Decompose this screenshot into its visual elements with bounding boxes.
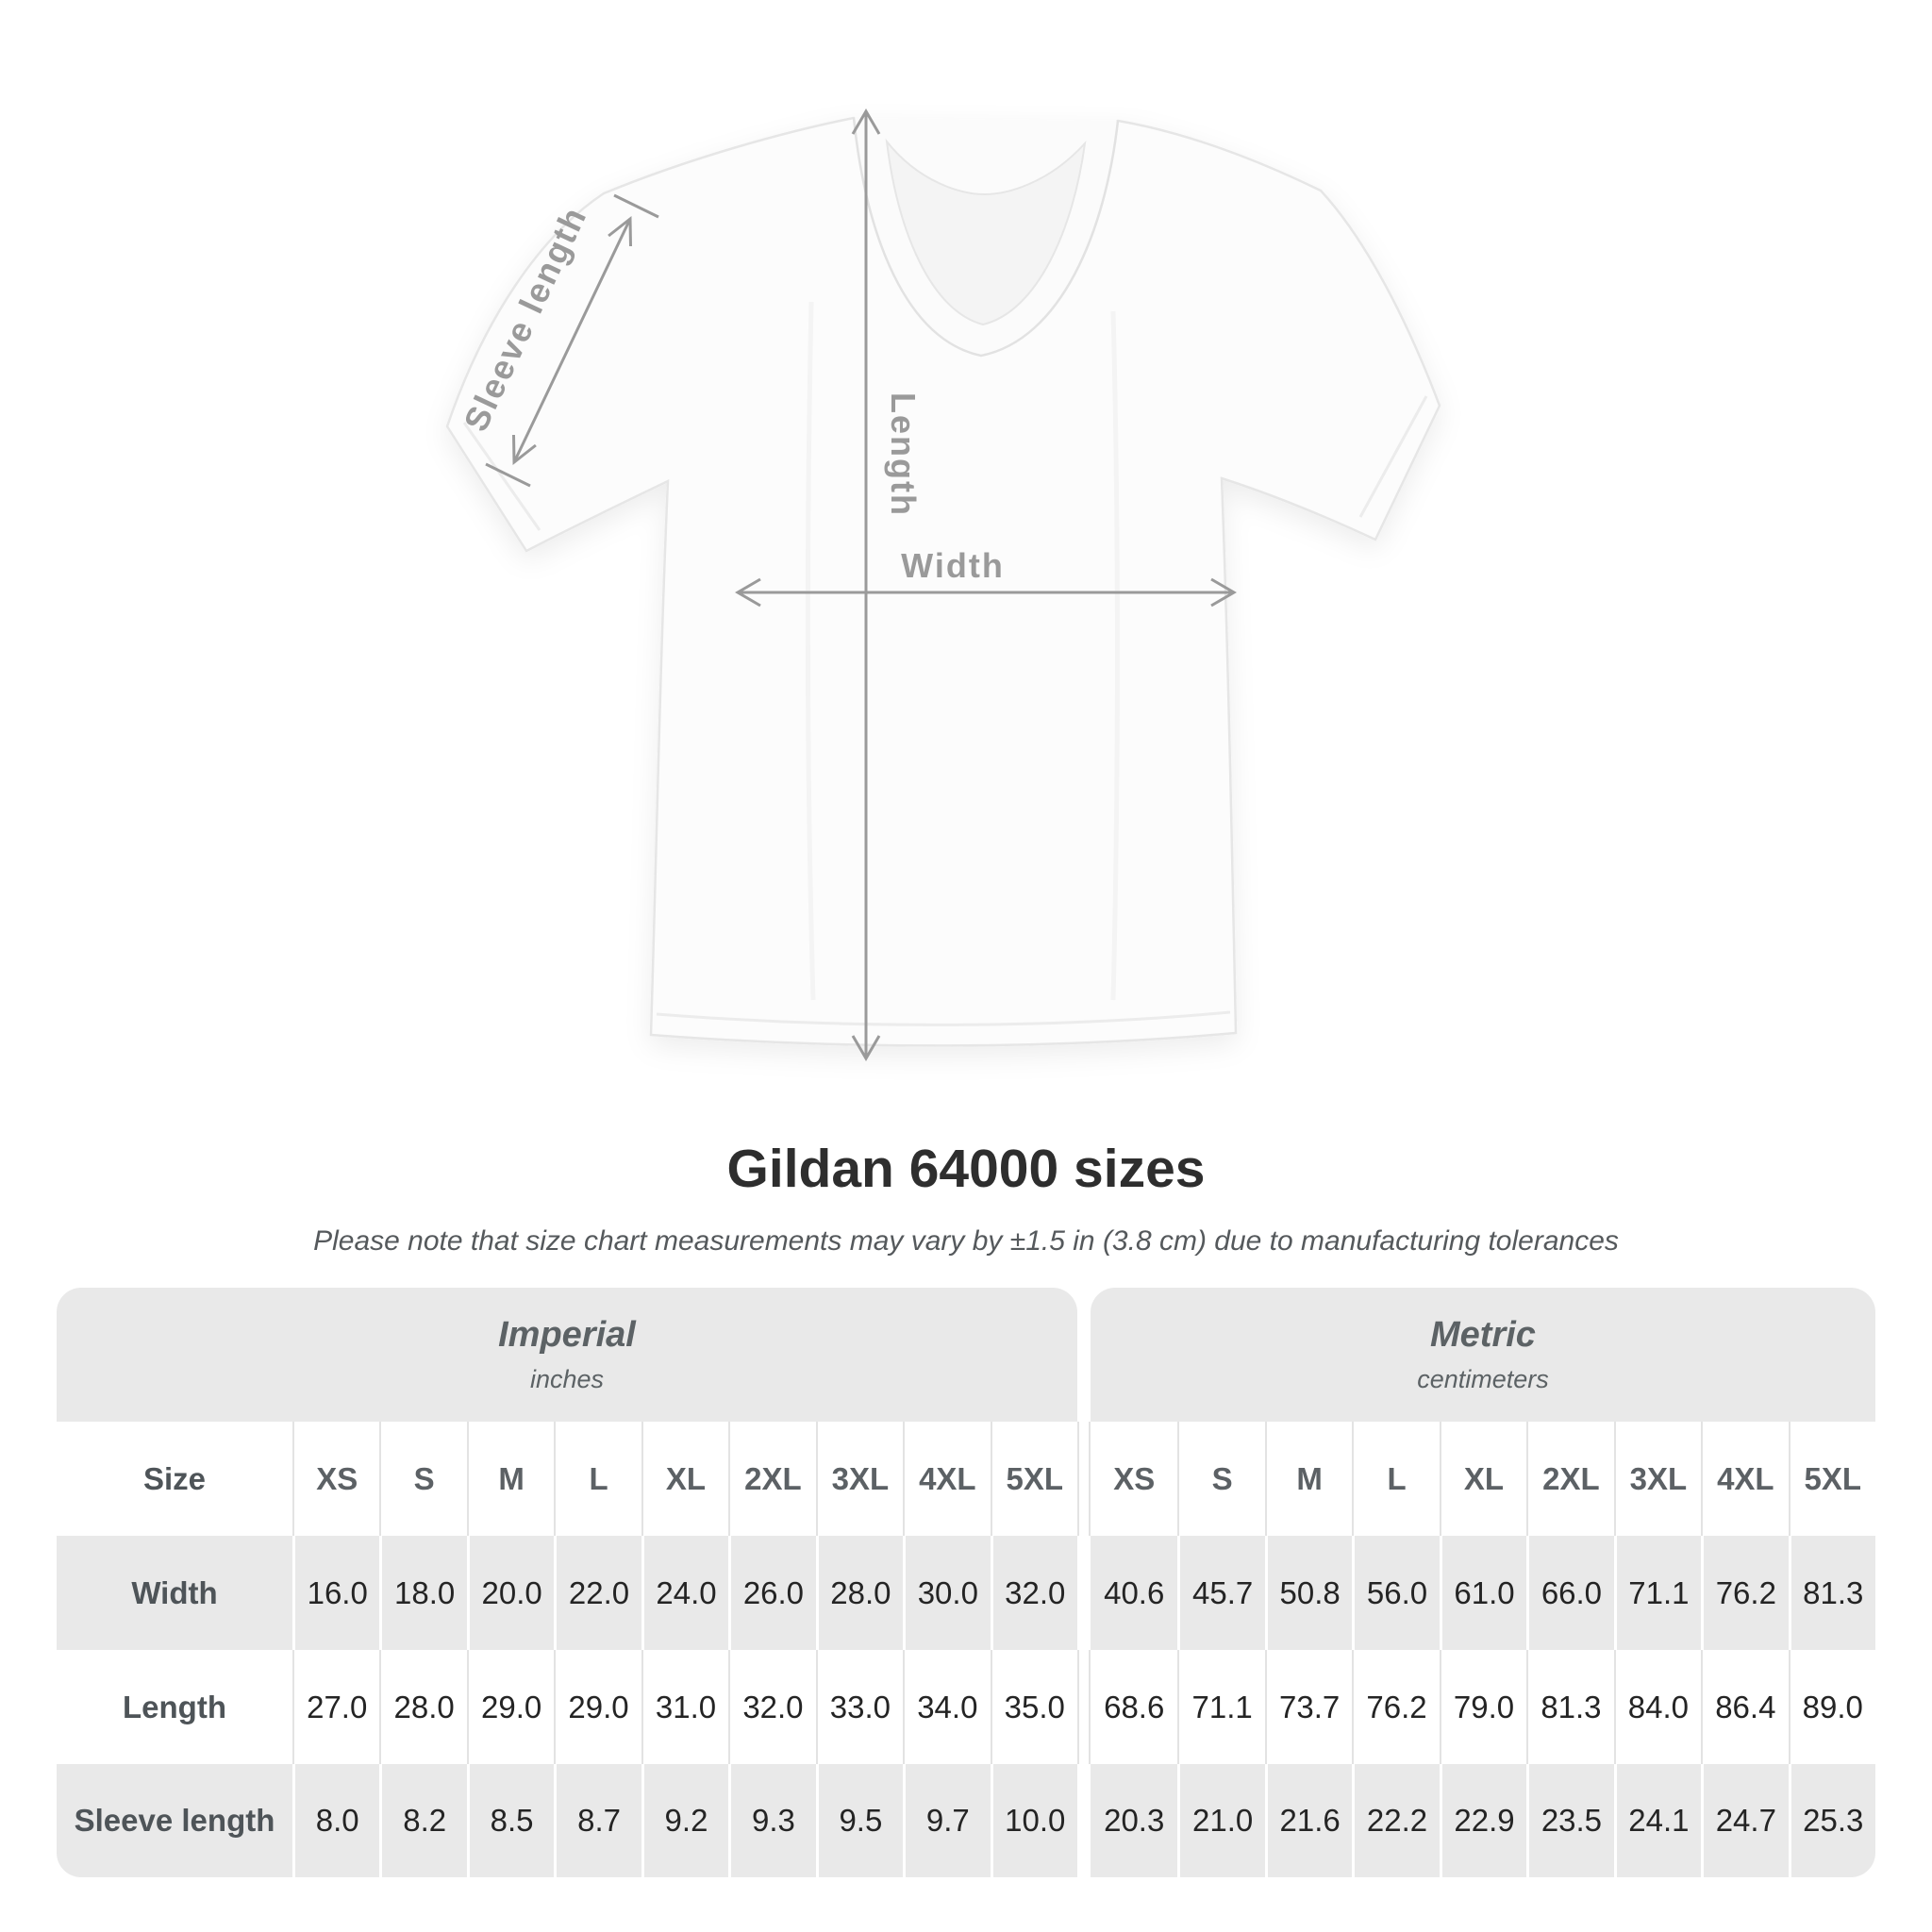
size-header-cell: 3XL xyxy=(815,1422,904,1536)
width-label: Width xyxy=(901,546,1005,585)
length-label: Length xyxy=(884,392,923,517)
value-cell: 27.0 xyxy=(292,1650,380,1764)
value-cell: 73.7 xyxy=(1264,1650,1353,1764)
value-cell: 21.0 xyxy=(1177,1764,1265,1877)
size-header-cell: 2XL xyxy=(728,1422,816,1536)
section-gap xyxy=(1076,1422,1091,1536)
section-gap xyxy=(1076,1536,1091,1650)
value-cell: 32.0 xyxy=(728,1650,816,1764)
value-cell: 29.0 xyxy=(554,1650,641,1764)
value-cell: 71.1 xyxy=(1613,1536,1702,1650)
value-cell: 28.0 xyxy=(815,1536,904,1650)
size-header-cell: M xyxy=(466,1422,555,1536)
row-label-length: Length xyxy=(57,1650,292,1764)
size-header-cell: 5XL xyxy=(990,1422,1077,1536)
size-header-cell: XS xyxy=(1090,1422,1178,1536)
size-header-cell: XS xyxy=(292,1422,380,1536)
value-cell: 16.0 xyxy=(292,1536,380,1650)
length-dimension-line xyxy=(851,108,881,1061)
imperial-section-header: Imperial inches xyxy=(57,1288,1077,1422)
value-cell: 33.0 xyxy=(815,1650,904,1764)
value-cell: 56.0 xyxy=(1352,1536,1440,1650)
value-cell: 29.0 xyxy=(466,1650,555,1764)
tshirt-graphic xyxy=(445,116,1441,1047)
page-title: Gildan 64000 sizes xyxy=(726,1139,1206,1199)
section-gap xyxy=(1077,1288,1091,1422)
page-subtitle: Please note that size chart measurements… xyxy=(313,1225,1619,1257)
value-cell: 9.3 xyxy=(728,1764,816,1877)
value-cell: 9.2 xyxy=(641,1764,729,1877)
value-cell: 8.7 xyxy=(554,1764,641,1877)
value-cell: 21.6 xyxy=(1264,1764,1353,1877)
width-dimension-line xyxy=(735,577,1237,608)
value-cell: 50.8 xyxy=(1264,1536,1353,1650)
value-cell: 45.7 xyxy=(1177,1536,1265,1650)
metric-unit: centimeters xyxy=(1417,1365,1549,1393)
value-cell: 34.0 xyxy=(903,1650,991,1764)
value-cell: 26.0 xyxy=(728,1536,816,1650)
size-header-cell: L xyxy=(1352,1422,1440,1536)
shirt-measurement-diagram: Length Width Sleeve length xyxy=(445,108,1441,1061)
value-cell: 30.0 xyxy=(903,1536,991,1650)
size-header-cell: 5XL xyxy=(1788,1422,1875,1536)
section-gap xyxy=(1076,1764,1091,1877)
size-header-cell: M xyxy=(1264,1422,1353,1536)
value-cell: 22.0 xyxy=(554,1536,641,1650)
value-cell: 20.3 xyxy=(1090,1764,1178,1877)
value-cell: 81.3 xyxy=(1788,1536,1875,1650)
value-cell: 40.6 xyxy=(1090,1536,1178,1650)
imperial-title: Imperial xyxy=(498,1315,636,1355)
metric-section-header: Metric centimeters xyxy=(1090,1288,1875,1422)
value-cell: 8.2 xyxy=(379,1764,467,1877)
value-cell: 9.5 xyxy=(815,1764,904,1877)
row-label-sleeve-length: Sleeve length xyxy=(57,1764,292,1877)
section-gap xyxy=(1076,1650,1091,1764)
size-header-cell: 2XL xyxy=(1526,1422,1614,1536)
value-cell: 23.5 xyxy=(1526,1764,1614,1877)
size-header-cell: S xyxy=(1177,1422,1265,1536)
value-cell: 71.1 xyxy=(1177,1650,1265,1764)
value-cell: 20.0 xyxy=(466,1536,555,1650)
value-cell: 22.9 xyxy=(1439,1764,1527,1877)
value-cell: 24.1 xyxy=(1613,1764,1702,1877)
shirt-image: Length Width Sleeve length xyxy=(445,108,1441,1061)
value-cell: 25.3 xyxy=(1788,1764,1875,1877)
value-cell: 35.0 xyxy=(990,1650,1077,1764)
value-cell: 18.0 xyxy=(379,1536,467,1650)
value-cell: 81.3 xyxy=(1526,1650,1614,1764)
value-cell: 24.0 xyxy=(641,1536,729,1650)
value-cell: 61.0 xyxy=(1439,1536,1527,1650)
imperial-unit: inches xyxy=(529,1365,605,1393)
size-column-header: Size xyxy=(57,1422,292,1536)
value-cell: 32.0 xyxy=(990,1536,1077,1650)
size-header-cell: 4XL xyxy=(1701,1422,1789,1536)
size-header-cell: S xyxy=(379,1422,467,1536)
value-cell: 22.2 xyxy=(1352,1764,1440,1877)
size-header-cell: XL xyxy=(1439,1422,1527,1536)
row-label-width: Width xyxy=(57,1536,292,1650)
value-cell: 8.0 xyxy=(292,1764,380,1877)
value-cell: 89.0 xyxy=(1788,1650,1875,1764)
value-cell: 76.2 xyxy=(1701,1536,1789,1650)
size-header-cell: L xyxy=(554,1422,641,1536)
size-table: Imperial inches Metric centimeters Size … xyxy=(57,1288,1875,1877)
value-cell: 31.0 xyxy=(641,1650,729,1764)
size-header-cell: 3XL xyxy=(1613,1422,1702,1536)
value-cell: 79.0 xyxy=(1439,1650,1527,1764)
size-header-cell: XL xyxy=(641,1422,729,1536)
metric-title: Metric xyxy=(1430,1315,1536,1355)
size-header-cell: 4XL xyxy=(903,1422,991,1536)
value-cell: 8.5 xyxy=(466,1764,555,1877)
value-cell: 9.7 xyxy=(903,1764,991,1877)
sleeve-dimension-line xyxy=(485,193,659,488)
value-cell: 86.4 xyxy=(1701,1650,1789,1764)
value-cell: 24.7 xyxy=(1701,1764,1789,1877)
value-cell: 10.0 xyxy=(990,1764,1077,1877)
value-cell: 76.2 xyxy=(1352,1650,1440,1764)
value-cell: 66.0 xyxy=(1526,1536,1614,1650)
value-cell: 68.6 xyxy=(1090,1650,1178,1764)
value-cell: 28.0 xyxy=(379,1650,467,1764)
value-cell: 84.0 xyxy=(1613,1650,1702,1764)
